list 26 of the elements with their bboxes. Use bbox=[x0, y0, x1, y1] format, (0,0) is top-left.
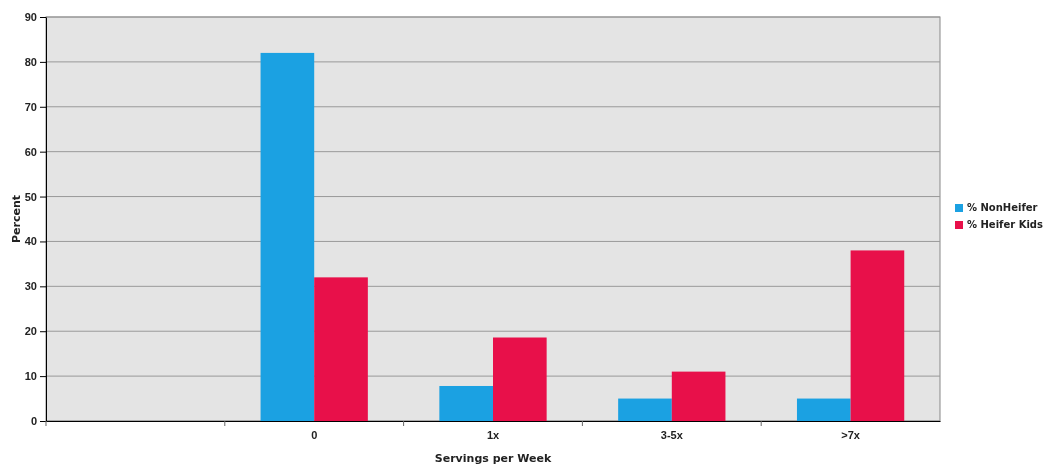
x-tick-label: 0 bbox=[311, 429, 318, 442]
x-tick-label: 3-5x bbox=[660, 429, 684, 442]
y-tick-label: 60 bbox=[24, 145, 37, 158]
y-tick-label: 30 bbox=[24, 280, 37, 293]
y-tick-label: 70 bbox=[24, 100, 37, 113]
x-axis-title: Servings per Week bbox=[434, 452, 552, 465]
y-tick-label: 90 bbox=[24, 11, 37, 24]
y-tick-label: 40 bbox=[24, 235, 37, 248]
legend-label: % NonHeifer bbox=[967, 202, 1038, 213]
y-tick-label: 0 bbox=[30, 415, 37, 428]
bar bbox=[314, 277, 368, 421]
y-tick-label: 50 bbox=[24, 190, 37, 203]
y-tick-label: 20 bbox=[24, 325, 37, 338]
y-tick-label: 10 bbox=[24, 370, 37, 383]
y-axis-title: Percent bbox=[10, 194, 23, 244]
bar bbox=[260, 52, 315, 421]
y-tick-label: 80 bbox=[24, 55, 37, 68]
bar bbox=[671, 371, 726, 421]
bar bbox=[618, 398, 672, 421]
bar bbox=[796, 398, 851, 421]
bar bbox=[439, 385, 493, 421]
x-tick-label: >7x bbox=[841, 429, 861, 442]
bar bbox=[493, 337, 547, 421]
bar bbox=[850, 250, 905, 421]
x-tick-label: 1x bbox=[486, 429, 500, 442]
legend-label: % Heifer Kids bbox=[967, 219, 1043, 230]
